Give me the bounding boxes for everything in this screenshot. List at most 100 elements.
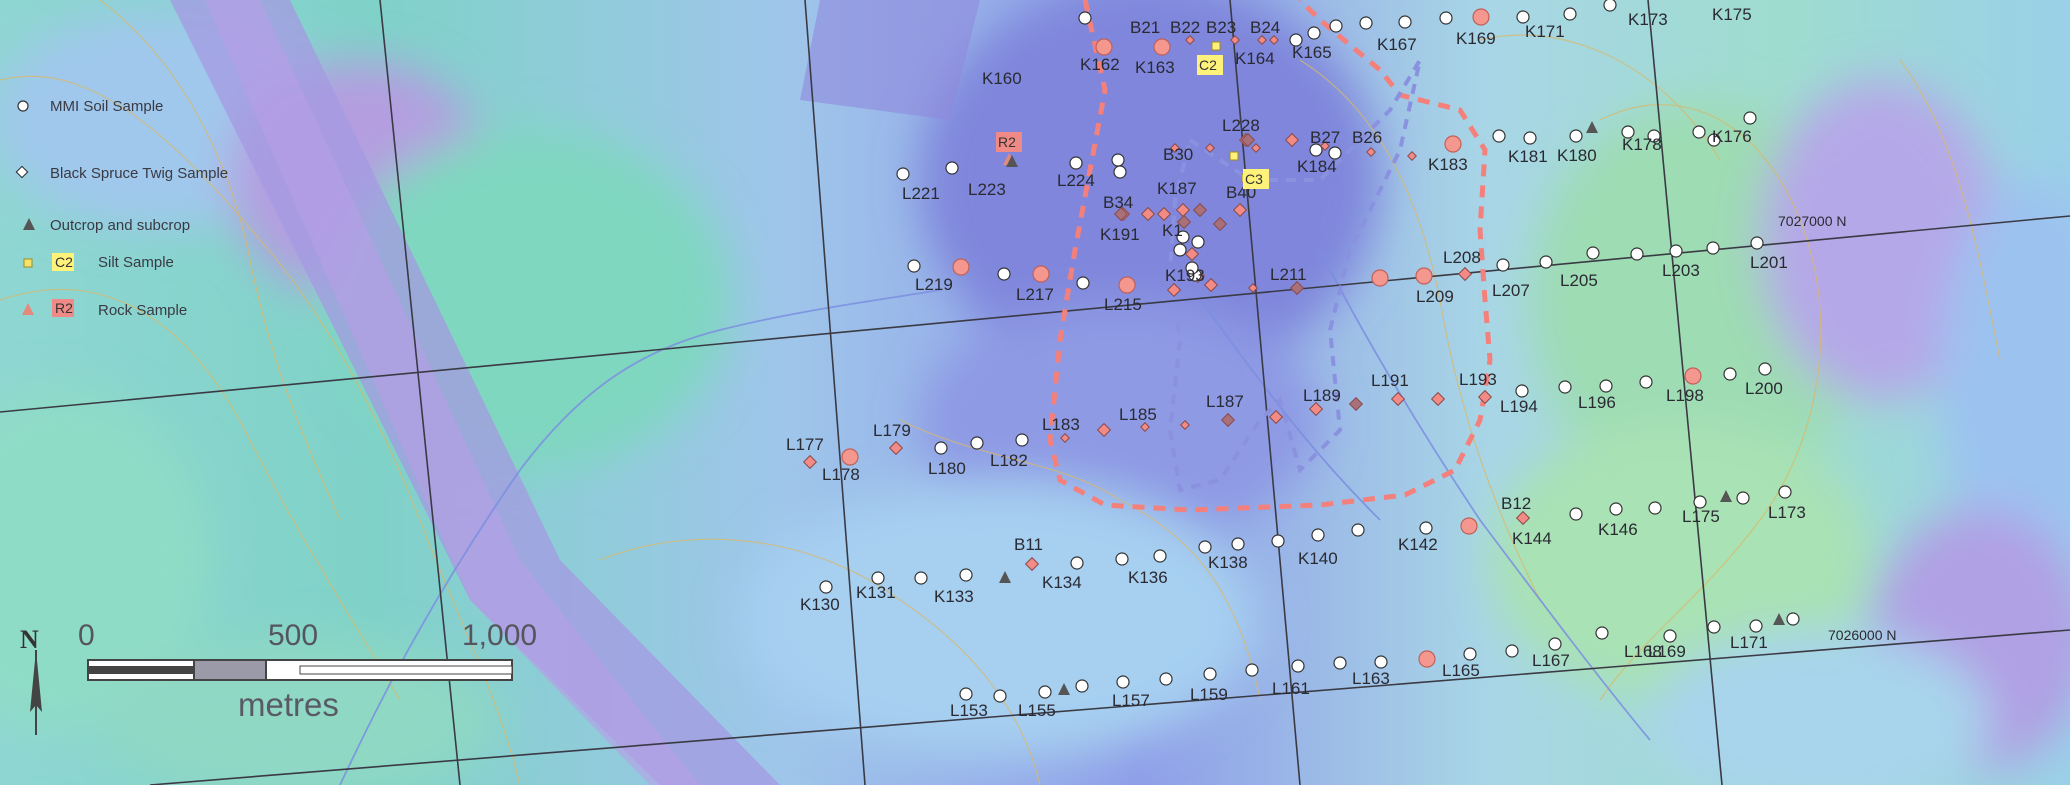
legend-rock-icon: [22, 303, 34, 315]
soil-sample: [1309, 143, 1323, 157]
twig-sample-strong: [1192, 202, 1208, 218]
twig-sample: [1248, 283, 1258, 293]
contour-lines: [0, 0, 2001, 785]
soil-sample-anomalous: [1415, 267, 1433, 285]
northing-label-lower: 7026000 N: [1828, 627, 1897, 643]
legend-soil-icon: [17, 100, 29, 112]
sample-label: B12: [1501, 494, 1531, 513]
sample-label: K178: [1622, 135, 1662, 154]
soil-sample: [1245, 663, 1259, 677]
twig-sample: [1156, 206, 1172, 222]
soil-sample-anomalous: [1095, 38, 1113, 56]
soil-sample: [1176, 230, 1190, 244]
soil-sample-anomalous: [1118, 276, 1136, 294]
sample-label: L198: [1666, 386, 1704, 405]
outcrop-marker: [999, 571, 1011, 583]
sample-label: K181: [1508, 147, 1548, 166]
soil-sample: [1621, 125, 1635, 139]
soil-sample: [1271, 534, 1285, 548]
sample-label: K163: [1135, 58, 1175, 77]
silt-sample: [1229, 151, 1239, 161]
twig-sample: [1251, 143, 1261, 153]
sample-points: [802, 0, 1800, 703]
soil-sample: [1153, 549, 1167, 563]
sample-label: L173: [1768, 503, 1806, 522]
sample-labels: B21 B22 B23 B24 K160 K162 K163 C2 K164 K165 K167 K1…: [786, 5, 1806, 720]
legend-outcrop-icon: [23, 218, 35, 230]
sample-label: L159: [1190, 685, 1228, 704]
anomaly-outlines: [1047, 0, 1493, 513]
twig-sample: [1203, 277, 1219, 293]
twig-sample: [1060, 433, 1070, 443]
sample-label: K164: [1235, 49, 1275, 68]
soil-sample: [1311, 528, 1325, 542]
sample-label: K171: [1525, 22, 1565, 41]
sample-label: L219: [915, 275, 953, 294]
twig-sample: [1477, 389, 1493, 405]
twig-sample-strong: [1240, 132, 1256, 148]
sample-label: B11: [1014, 535, 1043, 554]
sample-label: K169: [1456, 29, 1496, 48]
soil-sample: [945, 161, 959, 175]
twig-sample: [1430, 391, 1446, 407]
sample-label: L182: [990, 451, 1028, 470]
twig-sample: [1140, 422, 1150, 432]
legend-silt-label: Silt Sample: [98, 254, 174, 271]
legend-rock-tag: [52, 299, 74, 317]
twig-sample: [1232, 202, 1248, 218]
twig-sample: [1096, 422, 1112, 438]
soil-sample: [1647, 129, 1661, 143]
twig-sample: [1230, 35, 1240, 45]
purple-band: [170, 0, 980, 785]
outcrop-marker: [1773, 613, 1785, 625]
sample-label: L223: [968, 180, 1006, 199]
sample-label: B21: [1130, 18, 1160, 37]
sample-label: L224: [1057, 171, 1095, 190]
sample-label: C3: [1245, 171, 1263, 187]
sample-label: L209: [1416, 287, 1454, 306]
sample-label: K1: [1162, 221, 1183, 240]
soil-sample-anomalous: [1460, 517, 1478, 535]
sample-label: K140: [1298, 549, 1338, 568]
soil-sample: [1015, 433, 1029, 447]
soil-sample: [1516, 10, 1530, 24]
soil-sample-anomalous: [841, 448, 859, 466]
sample-label: L168: [1624, 642, 1662, 661]
sample-label: K187: [1157, 179, 1197, 198]
soil-anomaly-outline: [1047, 0, 1493, 513]
sample-label: L163: [1352, 669, 1390, 688]
soil-sample: [1569, 129, 1583, 143]
soil-sample: [1398, 15, 1412, 29]
twig-sample: [1170, 143, 1180, 153]
sample-label: K165: [1292, 43, 1332, 62]
northing-label-upper: 7027000 N: [1778, 213, 1847, 229]
soil-sample: [1707, 620, 1721, 634]
legend-twig-icon: [15, 165, 29, 179]
twig-sample: [888, 440, 904, 456]
twig-sample-strong: [1212, 216, 1228, 232]
twig-anomaly-outline: [1167, 58, 1422, 493]
soil-sample: [1586, 246, 1600, 260]
soil-sample: [1173, 243, 1187, 257]
soil-sample: [959, 568, 973, 582]
sample-label: L175: [1682, 507, 1720, 526]
twig-sample: [1024, 556, 1040, 572]
soil-sample: [1786, 612, 1800, 626]
twig-sample: [1184, 246, 1200, 262]
twig-sample: [1390, 391, 1406, 407]
soil-sample: [1329, 19, 1343, 33]
legend: MMI Soil Sample Black Spruce Twig Sample…: [15, 98, 228, 319]
soil-sample: [993, 689, 1007, 703]
soil-sample: [1496, 258, 1510, 272]
sample-label: K131: [856, 583, 896, 602]
sample-label: L189: [1303, 386, 1341, 405]
soil-sample: [1515, 384, 1529, 398]
outcrop-marker: [1720, 490, 1732, 502]
silt-tag: [1197, 55, 1223, 75]
outcrop-marker: [1006, 155, 1018, 167]
soil-sample-anomalous: [1418, 650, 1436, 668]
soil-sample-anomalous: [1444, 135, 1462, 153]
soil-sample: [1115, 552, 1129, 566]
twig-sample-strong: [1176, 214, 1192, 230]
